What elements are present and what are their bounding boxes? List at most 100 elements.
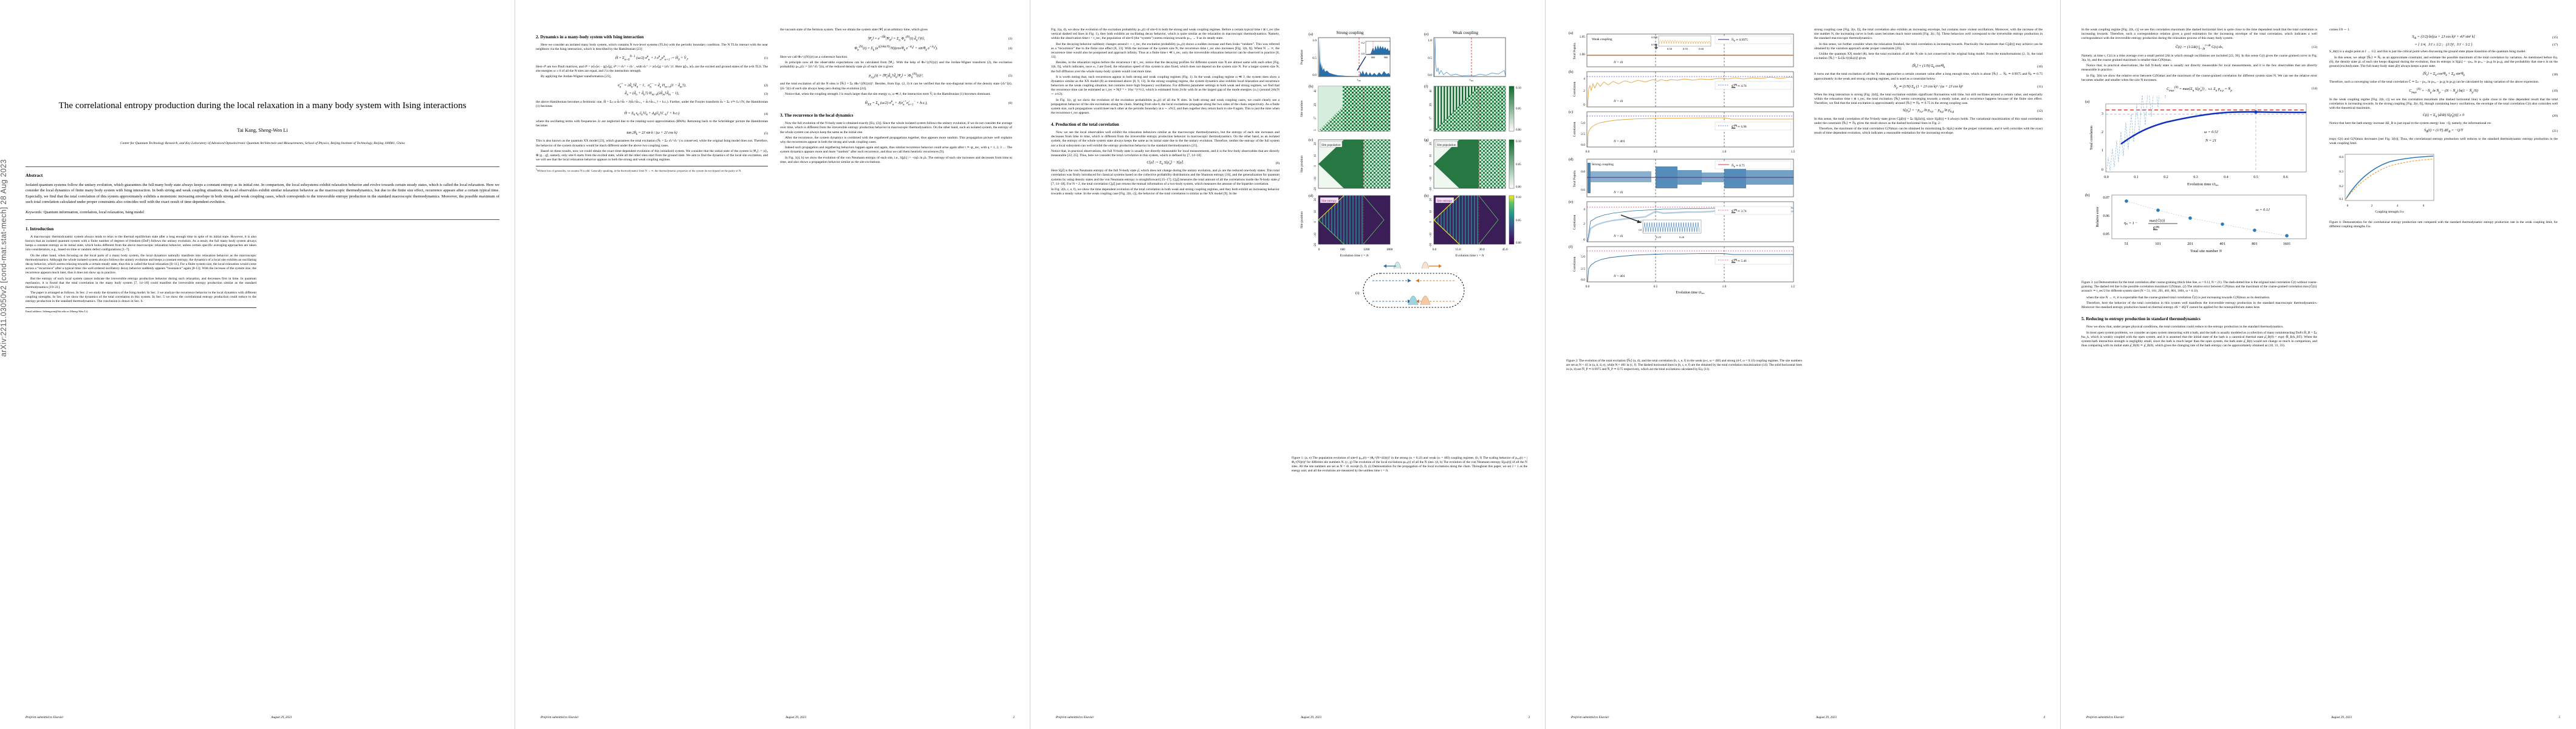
abstract-heading: Abstract (26, 173, 43, 179)
body-columns-p3: Fig. 1(a, d), we show the evolution of t… (1051, 28, 1527, 476)
svg-text:3: 3 (2102, 112, 2103, 116)
paragraph: tropy C(t) and C(N)max decreases [see Fi… (2329, 137, 2558, 145)
svg-text:0.2: 0.2 (1362, 41, 1365, 44)
equation-number: (5) (1008, 74, 1012, 78)
equation: ⟨N̂t⟩ = (1/N) Σk cos⁴θk (10) (1911, 64, 2043, 70)
paragraph: the vacuum state of the fermion system. … (780, 28, 928, 32)
svg-text:(i): (i) (1355, 291, 1359, 295)
svg-text:-10: -10 (1314, 177, 1317, 181)
svg-text:Weak coupling: Weak coupling (1592, 38, 1612, 41)
svg-text:N = 21: N = 21 (2205, 139, 2216, 143)
svg-text:Site position: Site position (1300, 211, 1304, 228)
svg-text:0.6: 0.6 (2283, 176, 2288, 179)
equation: C[ρ̂] := Σn S[ρ̂n] − S[ρ̂]. (9) (1146, 161, 1279, 166)
svg-text:0.26: 0.26 (1679, 236, 1685, 239)
column-left: Fig. 1(a, d), we show the evolution of t… (1051, 28, 1279, 476)
paragraph: The paper is arranged as follows. In Sec… (26, 291, 256, 304)
equation-number: (4) (1008, 47, 1012, 50)
svg-text:0: 0 (1314, 221, 1317, 223)
svg-text:0.50: 0.50 (1667, 47, 1673, 50)
paragraph: In principle now all the observable expe… (780, 60, 1012, 69)
svg-text:0.05: 0.05 (1516, 163, 1521, 166)
keywords-value: Quantum information, correlation, local … (43, 210, 145, 215)
svg-text:(d): (d) (1569, 157, 1574, 162)
section-heading-2: 2. Dynamics in a many-body system with I… (536, 35, 644, 39)
page-title: The correlational entropy production dur… (58, 100, 467, 111)
figure-1: Strong coupling Weak coupling (a) (e) 1.… (1292, 28, 1527, 473)
keywords-line: Keywords: Quantum information, correlati… (26, 210, 499, 214)
page-3: Fig. 1(a, d), we show the evolution of t… (1030, 0, 1546, 729)
equation: tan 2θk = 2J sin k / (ω + 2J cos k) (5) (626, 131, 768, 137)
svg-text:Total Popula.: Total Popula. (1573, 170, 1577, 188)
svg-text:-10: -10 (1430, 233, 1433, 237)
svg-text:0.00: 0.00 (1516, 186, 1521, 189)
column-right: strong coupling case [Fig. 2(e, f)], the… (1814, 28, 2043, 374)
svg-text:Weak coupling: Weak coupling (1453, 30, 1479, 35)
svg-text:0.0: 0.0 (2104, 176, 2109, 179)
paragraph: Notice that, in practical observations, … (2081, 64, 2317, 72)
section-heading-5: 5. Reducing to entropy production in sta… (2081, 317, 2201, 322)
equation: Ĥ = Σn=0N−1 (ω/2) σ̂zn + J σ̂xnσ̂xn+1 :=… (615, 55, 768, 62)
footer-page: 2 (1013, 716, 1015, 719)
section-heading-3: 3. The recurrence in the local dynamics (780, 113, 854, 118)
svg-text:1: 1 (2102, 149, 2103, 152)
paragraph: In the weak coupling regime [Fig. 2(b, c… (2081, 28, 2317, 41)
section-heading-1: 1. Introduction (26, 227, 54, 232)
svg-text:(a): (a) (2085, 100, 2089, 104)
paragraph: A macroscopic thermodynamic system alway… (26, 235, 256, 252)
equation-number: (1) (764, 56, 768, 60)
svg-text:800: 800 (1371, 56, 1375, 59)
svg-text:0.00: 0.00 (1516, 242, 1521, 245)
equation-number: (15) (2552, 36, 2558, 40)
equation: ĤXX = Σn (ω/2) σ̂zn + J(σ̂n+σ̂n+1− + h.c… (865, 100, 1012, 107)
paragraph: where the oscillating terms with frequen… (536, 120, 768, 128)
paragraph: Here we consider an isolated many body s… (536, 43, 768, 52)
footer-left: Preprint submitted to Elsevier (1056, 716, 1094, 719)
footer-center: August 29, 2023 (1301, 716, 1321, 719)
paragraph: After the recurrence, the system dynamic… (780, 135, 1012, 144)
equation-number: (11) (2037, 85, 2043, 89)
relative-error-formula: ηN = 1 − max{C̃(t)} C(N) max (2124, 218, 2177, 231)
svg-text:2.5: 2.5 (1581, 267, 1585, 271)
column-right (269, 235, 499, 313)
column-right: Strong coupling Weak coupling (a) (e) 1.… (1292, 28, 1527, 476)
figure-2: (a) 1.05 1.00 Total Popula. Weak couplin… (1566, 28, 1802, 372)
paragraph: But the decaying behavior suddenly chang… (1051, 42, 1279, 59)
svg-text:Site population: Site population (1437, 143, 1456, 147)
svg-text:0.5: 0.5 (1654, 150, 1658, 154)
svg-text:0: 0 (1430, 221, 1433, 223)
equation-number: (17) (2552, 43, 2558, 47)
paragraph: In Fig. 1(d, h) we show the evolution of… (780, 156, 1012, 164)
svg-text:Evolution time τ = Jt: Evolution time τ = Jt (1456, 254, 1484, 258)
svg-text:-20: -20 (1314, 187, 1317, 191)
equation-number: (6) (1008, 101, 1012, 105)
paragraph: Unlike the quantum XX model (8), here th… (1814, 52, 2043, 61)
paragraph: In this sense, we further consider when … (1814, 42, 2043, 50)
equation-number: (10) (2037, 64, 2043, 69)
svg-text:0.10: 0.10 (1516, 87, 1521, 90)
svg-text:0.4: 0.4 (2339, 156, 2343, 159)
svg-text:5: 5 (1314, 129, 1317, 131)
svg-text:0.2: 0.2 (2339, 185, 2343, 188)
svg-text:Total Popula.: Total Popula. (1573, 43, 1577, 60)
footer-left: Preprint submitted to Elsevier (2086, 716, 2125, 719)
svg-text:Strong coupling: Strong coupling (1337, 30, 1364, 35)
svg-text:20: 20 (1314, 198, 1317, 202)
equation: |Ψt⟩ = e−iĤt|Ψ0⟩ = Σn Φn(N)(t) d̂n†|0⟩, … (868, 35, 1012, 43)
paragraph: Now we see the local observables well ex… (1051, 131, 1279, 148)
paragraph: Fig. 1(a, d), we show the evolution of t… (1051, 28, 1279, 41)
section-heading-4: 4. Production of the total correlation (1051, 122, 1119, 128)
footnote: Email address: lishengwen@bit.edu.cn (Sh… (26, 307, 256, 313)
svg-text:N̄p ≃ 0.9975: N̄p ≃ 0.9975 (1732, 38, 1748, 42)
svg-text:0.5: 0.5 (2253, 176, 2258, 179)
figure-1-caption: Figure 1: (a, e) The population evolutio… (1292, 456, 1527, 473)
equation-number: (2) (764, 83, 768, 87)
svg-text:ω = 0.1J: ω = 0.1J (2256, 208, 2270, 212)
figure-2-svg: (a) 1.05 1.00 Total Popula. Weak couplin… (1569, 31, 1795, 295)
equation-number: (5) (764, 132, 768, 136)
svg-text:(b): (b) (1309, 84, 1314, 89)
svg-text:0: 0 (1583, 238, 1585, 242)
svg-text:(a): (a) (1309, 32, 1313, 36)
svg-text:0.6: 0.6 (1581, 188, 1585, 192)
